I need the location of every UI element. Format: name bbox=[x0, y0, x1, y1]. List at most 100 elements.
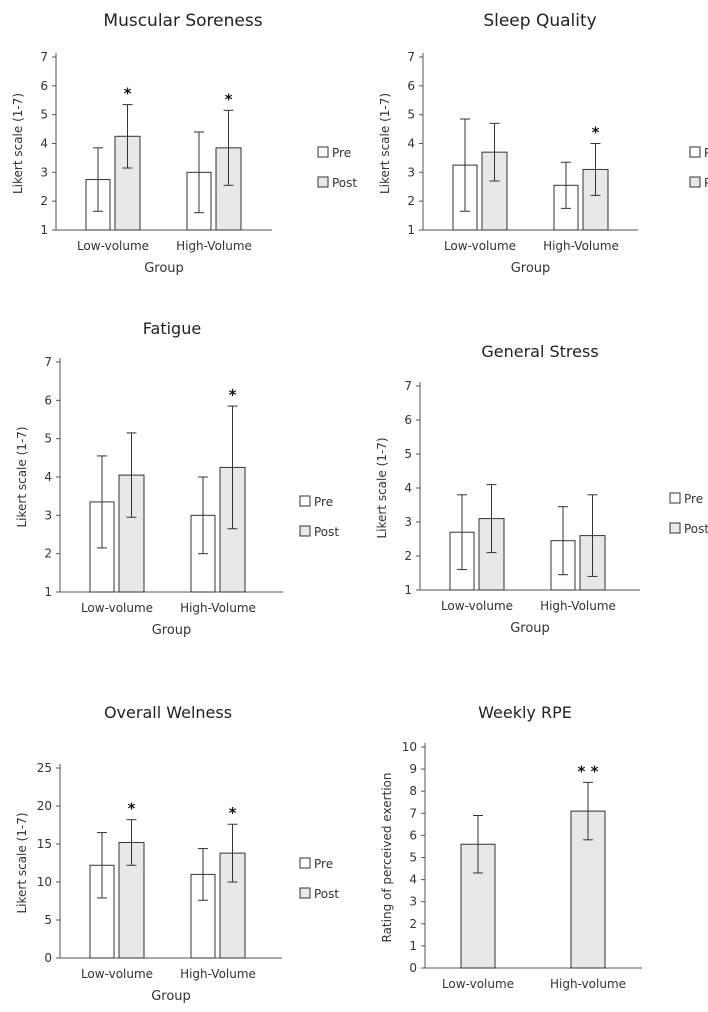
legend-label-post: Post bbox=[314, 887, 339, 901]
chart-title: Muscular Soreness bbox=[103, 11, 262, 31]
category-label: High-Volume bbox=[180, 967, 256, 981]
y-tick-label: 2 bbox=[407, 194, 415, 208]
y-tick-label: 15 bbox=[37, 837, 52, 851]
y-tick-label: 3 bbox=[407, 165, 415, 179]
y-tick-label: 1 bbox=[404, 583, 412, 597]
chart-legend: Pre Post bbox=[299, 495, 339, 539]
category-label: Low-volume bbox=[81, 601, 153, 615]
y-tick-label: 6 bbox=[44, 393, 52, 407]
legend-swatch-pre bbox=[669, 492, 681, 504]
chart-panel-5: Overall Welness 0 5 10 15 20 25 Likert scale (1… bbox=[15, 703, 339, 1004]
y-tick-label: 7 bbox=[404, 379, 412, 393]
legend-swatch-pre bbox=[299, 495, 311, 507]
legend-label-pre: Pre bbox=[332, 146, 351, 160]
category-label: Low-volume bbox=[81, 967, 153, 981]
y-tick-label: 7 bbox=[407, 50, 415, 64]
chart-legend: Pre Post bbox=[669, 492, 708, 536]
y-tick-label: 0 bbox=[44, 951, 52, 965]
legend-label-post: Post bbox=[314, 525, 339, 539]
legend-swatch-post bbox=[689, 176, 701, 188]
legend-label-pre: Pre bbox=[704, 146, 708, 160]
category-label: High-Volume bbox=[180, 601, 256, 615]
y-tick-label: 7 bbox=[409, 806, 417, 820]
y-axis-label: Rating of perceived exertion bbox=[380, 773, 394, 943]
significance-marker: * bbox=[229, 804, 237, 822]
y-axis-label: Likert scale (1-7) bbox=[15, 812, 29, 913]
legend-label-post: Post bbox=[684, 522, 708, 536]
legend-swatch-post bbox=[299, 525, 311, 537]
x-axis-label: Group bbox=[144, 261, 184, 276]
y-tick-label: 5 bbox=[409, 851, 417, 865]
legend-swatch-post bbox=[299, 887, 311, 899]
y-tick-label: 10 bbox=[37, 875, 52, 889]
legend-swatch-pre bbox=[689, 146, 701, 158]
significance-marker: * * bbox=[578, 762, 599, 780]
y-axis-label: Likert scale (1-7) bbox=[15, 426, 29, 527]
y-tick-label: 3 bbox=[44, 508, 52, 522]
legend-label-post: Post bbox=[332, 176, 357, 190]
significance-marker: * bbox=[124, 85, 132, 103]
y-tick-label: 6 bbox=[40, 79, 48, 93]
chart-legend: Pre Post bbox=[689, 146, 708, 190]
y-tick-label: 4 bbox=[409, 873, 417, 887]
y-tick-label: 6 bbox=[407, 79, 415, 93]
y-tick-label: 9 bbox=[409, 762, 417, 776]
chart-panel-6: Weekly RPE 0 1 2 3 4 5 6 7 8 9 10 Rating of perceive… bbox=[380, 703, 642, 991]
x-axis-label: Group bbox=[511, 261, 551, 276]
category-label: High-volume bbox=[550, 977, 626, 991]
category-label: Low-volume bbox=[77, 239, 149, 253]
y-tick-label: 5 bbox=[44, 913, 52, 927]
y-tick-label: 2 bbox=[404, 549, 412, 563]
legend-swatch-pre bbox=[299, 857, 311, 869]
x-axis-label: Group bbox=[151, 989, 191, 1004]
legend-swatch-pre bbox=[317, 146, 329, 158]
y-tick-label: 4 bbox=[404, 481, 412, 495]
y-tick-label: 7 bbox=[44, 355, 52, 369]
chart-title: Overall Welness bbox=[104, 703, 232, 722]
chart-title: Sleep Quality bbox=[483, 11, 596, 31]
y-tick-label: 2 bbox=[409, 917, 417, 931]
legend-label-pre: Pre bbox=[684, 492, 703, 506]
y-tick-label: 5 bbox=[44, 432, 52, 446]
y-tick-label: 8 bbox=[409, 784, 417, 798]
category-label: Low-volume bbox=[444, 239, 516, 253]
category-label: High-Volume bbox=[540, 599, 616, 613]
y-tick-label: 25 bbox=[37, 761, 52, 775]
legend-label-pre: Pre bbox=[314, 857, 333, 871]
y-tick-label: 3 bbox=[409, 895, 417, 909]
chart-title: General Stress bbox=[481, 342, 598, 361]
y-tick-label: 1 bbox=[44, 585, 52, 599]
chart-title: Fatigue bbox=[143, 319, 201, 338]
chart-legend: Pre Post bbox=[317, 146, 357, 190]
category-label: Low-volume bbox=[441, 599, 513, 613]
y-tick-label: 5 bbox=[40, 108, 48, 122]
y-tick-label: 10 bbox=[402, 740, 417, 754]
y-axis-label: Likert scale (1-7) bbox=[11, 93, 25, 194]
chart-panel-1: Muscular Soreness 1 2 3 4 5 6 7 Likert scale (1-… bbox=[11, 11, 357, 276]
legend-swatch-post bbox=[317, 176, 329, 188]
y-tick-label: 5 bbox=[407, 108, 415, 122]
y-tick-label: 3 bbox=[404, 515, 412, 529]
legend-swatch-post bbox=[669, 522, 681, 534]
y-tick-label: 5 bbox=[404, 447, 412, 461]
significance-marker: * bbox=[225, 90, 233, 108]
chart-panel-4: General Stress 1 2 3 4 5 6 7 Likert scale (1-7) L… bbox=[375, 342, 708, 636]
chart-title: Weekly RPE bbox=[478, 703, 572, 722]
chart-panel-3: Fatigue 1 2 3 4 5 6 7 Likert scale (1-7) Low-volu… bbox=[15, 319, 339, 638]
y-tick-label: 4 bbox=[407, 137, 415, 151]
chart-legend: Pre Post bbox=[299, 857, 339, 901]
y-tick-label: 1 bbox=[40, 223, 48, 237]
x-axis-label: Group bbox=[510, 621, 550, 636]
significance-marker: * bbox=[128, 800, 136, 818]
x-axis-label: Group bbox=[152, 623, 192, 638]
significance-marker: * bbox=[229, 386, 237, 404]
y-tick-label: 4 bbox=[44, 470, 52, 484]
significance-marker: * bbox=[592, 124, 600, 142]
category-label: Low-volume bbox=[442, 977, 514, 991]
y-tick-label: 6 bbox=[409, 828, 417, 842]
y-tick-label: 7 bbox=[40, 50, 48, 64]
chart-panel-2: Sleep Quality 1 2 3 4 5 6 7 Likert scale (1-7) Lo… bbox=[378, 11, 708, 276]
y-tick-label: 0 bbox=[409, 961, 417, 975]
y-axis-label: Likert scale (1-7) bbox=[378, 93, 392, 194]
